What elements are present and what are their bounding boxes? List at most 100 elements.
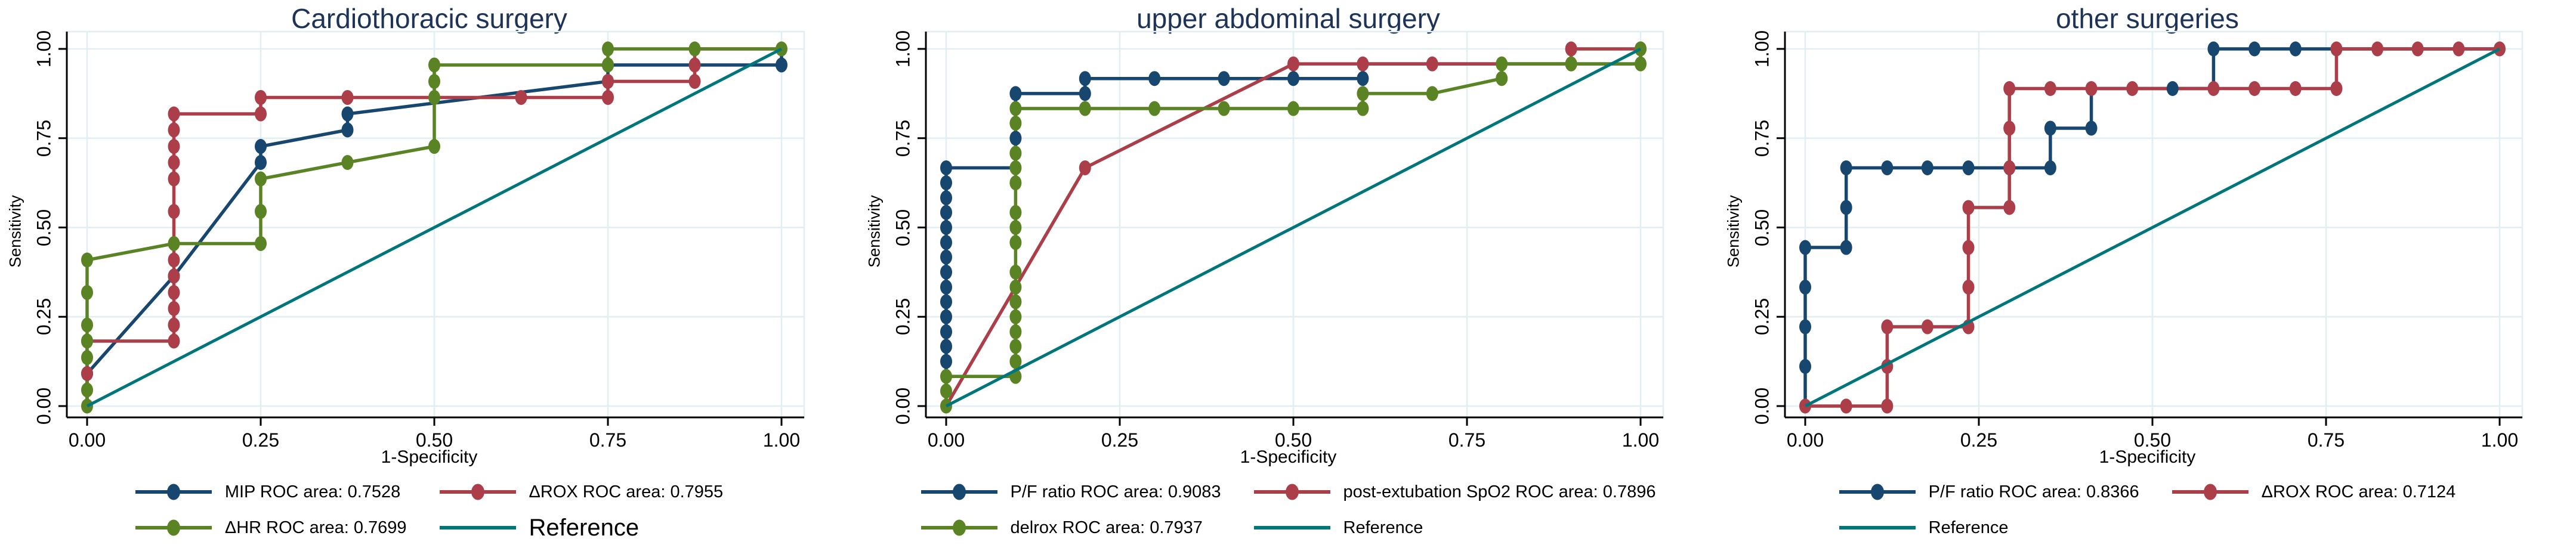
roc-marker [940, 249, 952, 265]
roc-marker [1079, 86, 1091, 101]
reference-line [86, 47, 783, 408]
roc-marker [428, 74, 440, 89]
legend-label: Reference [529, 514, 640, 541]
roc-marker [1009, 264, 1022, 280]
roc-marker [1962, 240, 1975, 255]
chart-title: other surgeries [2056, 3, 2239, 34]
roc-marker [428, 89, 440, 105]
roc-marker [2330, 80, 2343, 96]
roc-marker [168, 122, 180, 138]
roc-marker [1009, 116, 1022, 131]
legend-marker-icon [952, 484, 966, 500]
x-tick-label: 1.00 [762, 429, 801, 451]
roc-marker [2289, 80, 2302, 96]
roc-marker [940, 280, 952, 295]
roc-marker [81, 382, 93, 398]
roc-marker [1009, 145, 1022, 161]
roc-marker [602, 41, 614, 57]
roc-marker [2453, 41, 2465, 57]
legend-item: ΔROX ROC area: 0.7124 [2172, 477, 2455, 507]
roc-marker [81, 252, 93, 268]
roc-marker [1921, 319, 1933, 335]
y-tick-label: 0.25 [892, 298, 914, 336]
roc-marker [341, 89, 354, 105]
x-tick-label: 0.25 [1101, 429, 1139, 451]
roc-marker [940, 309, 952, 324]
roc-marker [1009, 309, 1022, 324]
legend-swatch [135, 484, 212, 500]
legend-label: P/F ratio ROC area: 0.9083 [1010, 482, 1221, 501]
roc-marker [2003, 160, 2016, 175]
roc-marker [602, 57, 614, 73]
legend-marker-icon [471, 484, 484, 500]
roc-marker [940, 339, 952, 354]
y-tick-label: 0.00 [1751, 387, 1773, 425]
roc-marker [168, 139, 180, 154]
legend-swatch [1253, 484, 1330, 500]
roc-marker [1287, 56, 1299, 72]
legend-swatch [439, 484, 516, 500]
roc-marker [2003, 200, 2016, 215]
roc-marker [1496, 56, 1508, 72]
roc-marker [1921, 160, 1933, 175]
roc-marker [1357, 56, 1369, 72]
legend-marker-icon [952, 519, 966, 536]
roc-panel-cardiothoracic: Cardiothoracic surgery 0.00 0.25 0.50 0.75 1.… [0, 0, 858, 545]
x-tick-label: 0.75 [2307, 429, 2345, 451]
legend-item: P/F ratio ROC area: 0.8366 [1839, 477, 2139, 507]
roc-marker [81, 350, 93, 366]
roc-marker [1009, 339, 1022, 354]
roc-marker [940, 220, 952, 235]
roc-marker [1218, 71, 1230, 86]
roc-marker [1009, 354, 1022, 369]
legend-item: ΔROX ROC area: 0.7955 [439, 477, 723, 507]
roc-marker [168, 285, 180, 301]
legend-label: Reference [1343, 518, 1423, 537]
roc-marker [1799, 280, 1811, 295]
roc-marker [2289, 41, 2302, 57]
roc-marker [2248, 41, 2261, 57]
roc-marker [940, 205, 952, 220]
roc-marker [2044, 80, 2056, 96]
legend-label: MIP ROC area: 0.7528 [224, 482, 401, 501]
roc-marker [1635, 56, 1647, 72]
x-tick-label: 0.25 [242, 429, 280, 451]
roc-marker [1148, 71, 1161, 86]
roc-marker [2003, 80, 2016, 96]
legend-item: Reference [1839, 513, 2139, 543]
roc-plot [918, 30, 1664, 426]
legend-item: P/F ratio ROC area: 0.9083 [921, 477, 1221, 507]
roc-marker [1357, 101, 1369, 116]
legend-item: Reference [1253, 513, 1656, 543]
y-tick-label: 1.00 [33, 30, 55, 68]
legend-item: post-extubation SpO2 ROC area: 0.7896 [1253, 477, 1655, 507]
x-tick-label: 0.75 [1448, 429, 1486, 451]
roc-marker [168, 333, 180, 349]
roc-marker [428, 139, 440, 154]
roc-marker [1799, 319, 1811, 335]
roc-marker [2207, 41, 2220, 57]
roc-marker [940, 383, 952, 399]
roc-marker [1287, 71, 1299, 86]
x-tick-label: 0.50 [2133, 429, 2172, 451]
roc-marker [1840, 398, 1852, 414]
legend-marker-icon [166, 519, 180, 536]
roc-marker [2248, 80, 2261, 96]
legend-swatch [921, 519, 997, 536]
y-tick-label: 1.00 [1751, 30, 1773, 68]
roc-marker [2085, 120, 2098, 136]
roc-marker [1009, 235, 1022, 250]
roc-marker [2044, 120, 2056, 136]
x-axis-title: 1-Specificity [2099, 447, 2196, 467]
roc-marker [1881, 319, 1894, 335]
roc-marker [1840, 160, 1852, 175]
roc-marker [1962, 200, 1975, 215]
y-tick-label: 0.75 [33, 119, 55, 157]
roc-marker [2166, 80, 2179, 96]
x-tick-label: 0.00 [68, 429, 106, 451]
roc-marker [1426, 86, 1438, 101]
roc-marker [168, 171, 180, 187]
roc-marker [1009, 324, 1022, 339]
roc-marker [1565, 41, 1577, 57]
roc-marker [602, 89, 614, 105]
